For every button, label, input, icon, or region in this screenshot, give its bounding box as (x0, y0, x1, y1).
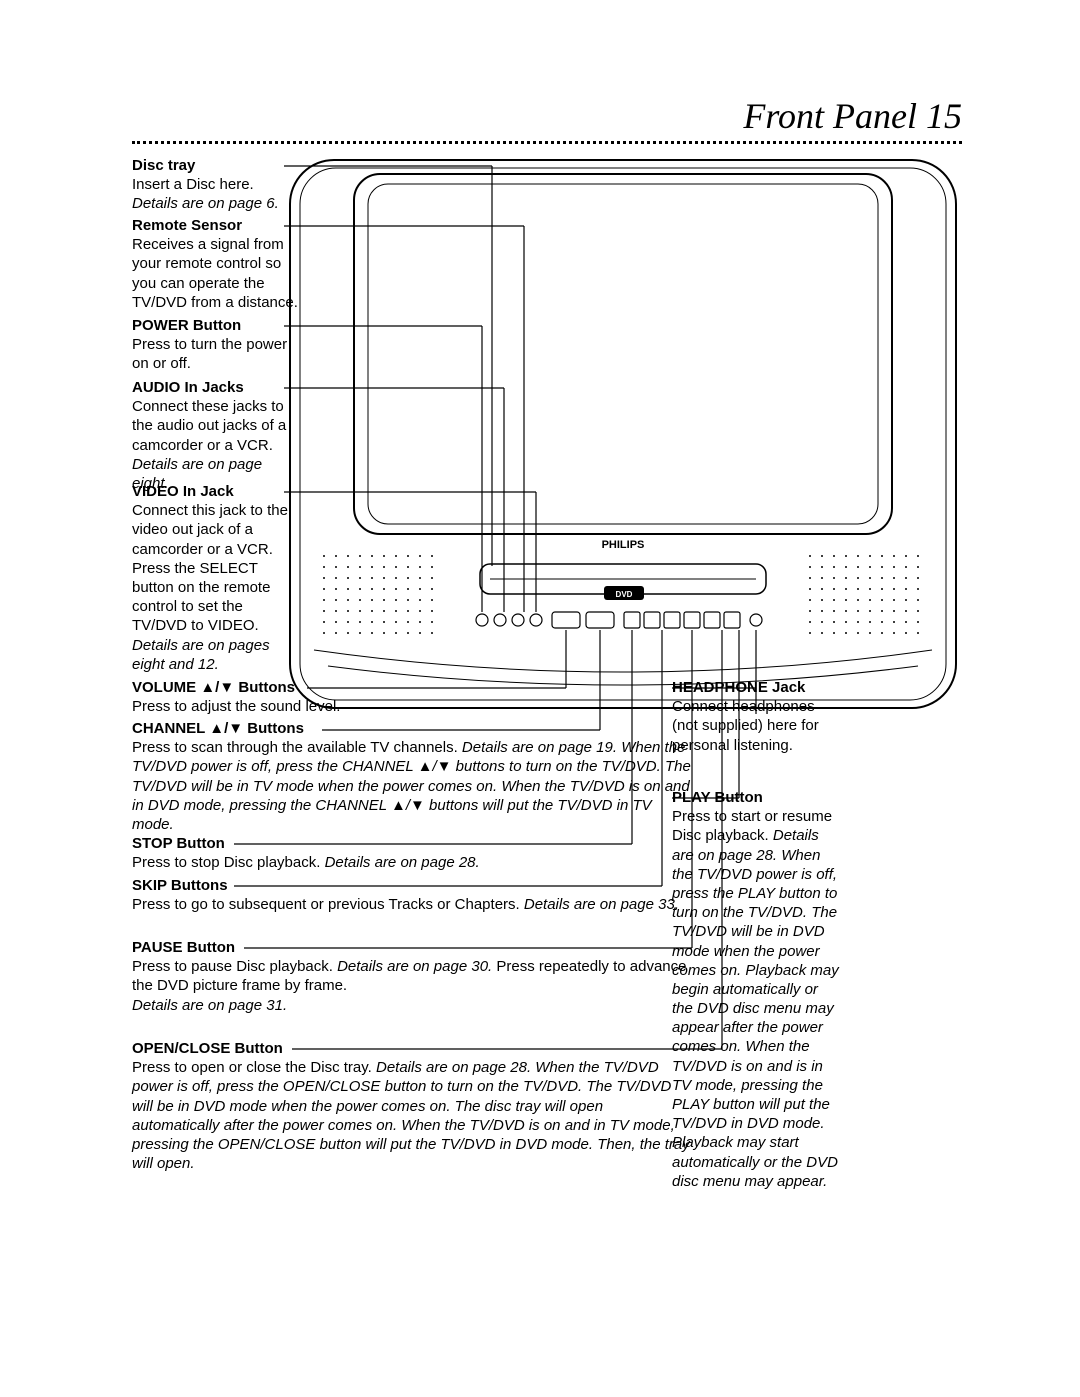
label-title: Remote Sensor (132, 216, 302, 235)
label-body: Insert a Disc here. Details are on page … (132, 175, 297, 213)
svg-text:DVD: DVD (616, 590, 633, 599)
label-body: Connect headphones (not supplied) here f… (672, 697, 832, 755)
callout-channel: CHANNEL ▲/▼ Buttons Press to scan throug… (132, 719, 692, 834)
brand-label: PHILIPS (602, 539, 645, 551)
label-body: Press to turn the power on or off. (132, 335, 300, 373)
label-title: PLAY Button (672, 788, 840, 807)
label-body: Press to adjust the sound level. (132, 697, 552, 716)
callout-stop: STOP Button Press to stop Disc playback.… (132, 834, 692, 872)
manual-page: Front Panel 15 PHILIPS DVD (132, 95, 962, 1334)
label-title: SKIP Buttons (132, 876, 692, 895)
callout-video-in: VIDEO In Jack Connect this jack to the v… (132, 482, 300, 674)
label-body: Connect these jacks to the audio out jac… (132, 397, 300, 493)
label-body: Press to stop Disc playback. Details are… (132, 853, 692, 872)
callout-open-close: OPEN/CLOSE Button Press to open or close… (132, 1039, 692, 1173)
callout-power-button: POWER Button Press to turn the power on … (132, 316, 300, 374)
callout-play: PLAY Button Press to start or resume Dis… (672, 788, 840, 1191)
label-title: OPEN/CLOSE Button (132, 1039, 692, 1058)
label-title: STOP Button (132, 834, 692, 853)
title-text: Front Panel (743, 96, 917, 136)
callout-pause: PAUSE Button Press to pause Disc playbac… (132, 938, 692, 1015)
divider-dots (132, 141, 962, 144)
label-title: CHANNEL ▲/▼ Buttons (132, 719, 692, 738)
callout-audio-in: AUDIO In Jacks Connect these jacks to th… (132, 378, 300, 493)
label-body: Press to pause Disc playback. Details ar… (132, 957, 692, 1015)
callout-disc-tray: Disc tray Insert a Disc here. Details ar… (132, 156, 297, 214)
label-title: VIDEO In Jack (132, 482, 300, 501)
label-title: VOLUME ▲/▼ Buttons (132, 678, 552, 697)
label-body: Press to open or close the Disc tray. De… (132, 1058, 692, 1173)
label-body: Receives a signal from your remote contr… (132, 235, 302, 312)
callout-skip: SKIP Buttons Press to go to subsequent o… (132, 876, 692, 914)
label-body: Connect this jack to the video out jack … (132, 501, 300, 674)
callout-remote-sensor: Remote Sensor Receives a signal from you… (132, 216, 302, 312)
tv-diagram: PHILIPS DVD (284, 154, 962, 714)
page-title: Front Panel 15 (132, 95, 962, 137)
label-body: Press to scan through the available TV c… (132, 738, 692, 834)
label-title: HEADPHONE Jack (672, 678, 832, 697)
label-body: Press to start or resume Disc playback. … (672, 807, 840, 1191)
callout-volume: VOLUME ▲/▼ Buttons Press to adjust the s… (132, 678, 552, 716)
label-title: POWER Button (132, 316, 300, 335)
label-title: AUDIO In Jacks (132, 378, 300, 397)
label-title: PAUSE Button (132, 938, 692, 957)
label-title: Disc tray (132, 156, 297, 175)
content-area: PHILIPS DVD (132, 154, 962, 1334)
label-body: Press to go to subsequent or previous Tr… (132, 895, 692, 914)
callout-headphone: HEADPHONE Jack Connect headphones (not s… (672, 678, 832, 755)
page-number: 15 (926, 96, 962, 136)
